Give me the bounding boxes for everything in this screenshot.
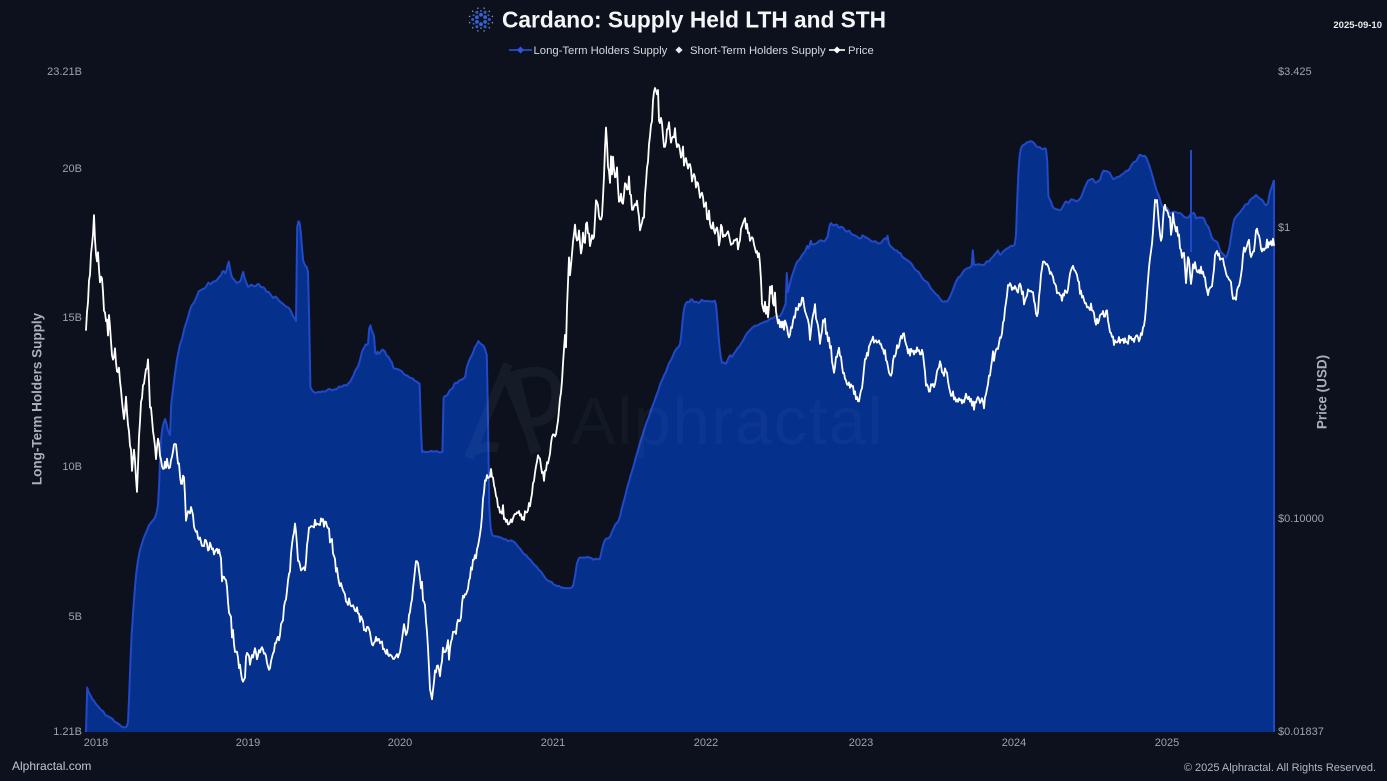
svg-text:Price (USD): Price (USD) (1315, 355, 1330, 429)
svg-text:Long-Term Holders Supply: Long-Term Holders Supply (534, 45, 668, 57)
svg-text:Price: Price (848, 45, 874, 57)
svg-text:15B: 15B (62, 312, 82, 324)
svg-text:Short-Term Holders Supply: Short-Term Holders Supply (690, 45, 826, 57)
svg-text:1.21B: 1.21B (53, 726, 82, 738)
svg-text:2022: 2022 (694, 737, 718, 749)
svg-text:23.21B: 23.21B (47, 66, 82, 78)
svg-text:2018: 2018 (84, 737, 108, 749)
svg-text:2024: 2024 (1002, 737, 1026, 749)
svg-text:$3.425: $3.425 (1278, 66, 1312, 78)
svg-text:2021: 2021 (541, 737, 565, 749)
svg-text:2025-09-10: 2025-09-10 (1333, 20, 1382, 31)
svg-text:2023: 2023 (849, 737, 873, 749)
svg-text:2025: 2025 (1155, 737, 1179, 749)
svg-text:$0.01837: $0.01837 (1278, 726, 1324, 738)
svg-text:$1: $1 (1278, 222, 1290, 234)
svg-text:2020: 2020 (388, 737, 412, 749)
svg-text:2019: 2019 (236, 737, 260, 749)
svg-text:Long-Term Holders Supply: Long-Term Holders Supply (30, 312, 45, 485)
svg-text:© 2025 Alphractal. All Rights: © 2025 Alphractal. All Rights Reserved. (1184, 762, 1376, 774)
svg-text:$0.10000: $0.10000 (1278, 513, 1324, 525)
svg-text:Alphractal: Alphractal (571, 384, 884, 459)
svg-text:5B: 5B (69, 611, 82, 623)
svg-text:20B: 20B (62, 163, 82, 175)
svg-text:Alphractal.com: Alphractal.com (12, 759, 91, 773)
svg-text:Cardano: Supply Held LTH and S: Cardano: Supply Held LTH and STH (502, 7, 886, 33)
svg-text:10B: 10B (62, 461, 82, 473)
